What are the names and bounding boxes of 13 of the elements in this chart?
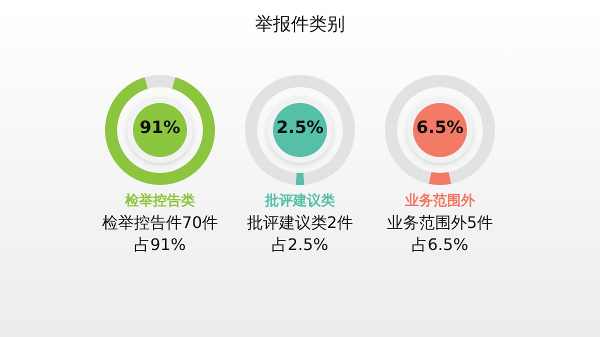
circle-badge: 2.5% [273, 103, 327, 157]
text: 占91% [133, 235, 187, 256]
text: 占2.5% [270, 235, 330, 256]
circle-badge: 6.5% [413, 103, 467, 157]
text: 业务范围外5件 [386, 213, 494, 234]
text: 批评建议类2件 [246, 213, 354, 234]
slice-label: 批评建议类 [264, 192, 336, 210]
slice-label: 业务范围外 [404, 192, 476, 210]
circle-badge: 91% [133, 103, 187, 157]
chart-title: 举报件类别 [254, 13, 346, 36]
text: 检举控告件70件 [100, 213, 220, 234]
slice-label: 检举控告类 [124, 192, 196, 210]
text: 占6.5% [410, 235, 470, 256]
